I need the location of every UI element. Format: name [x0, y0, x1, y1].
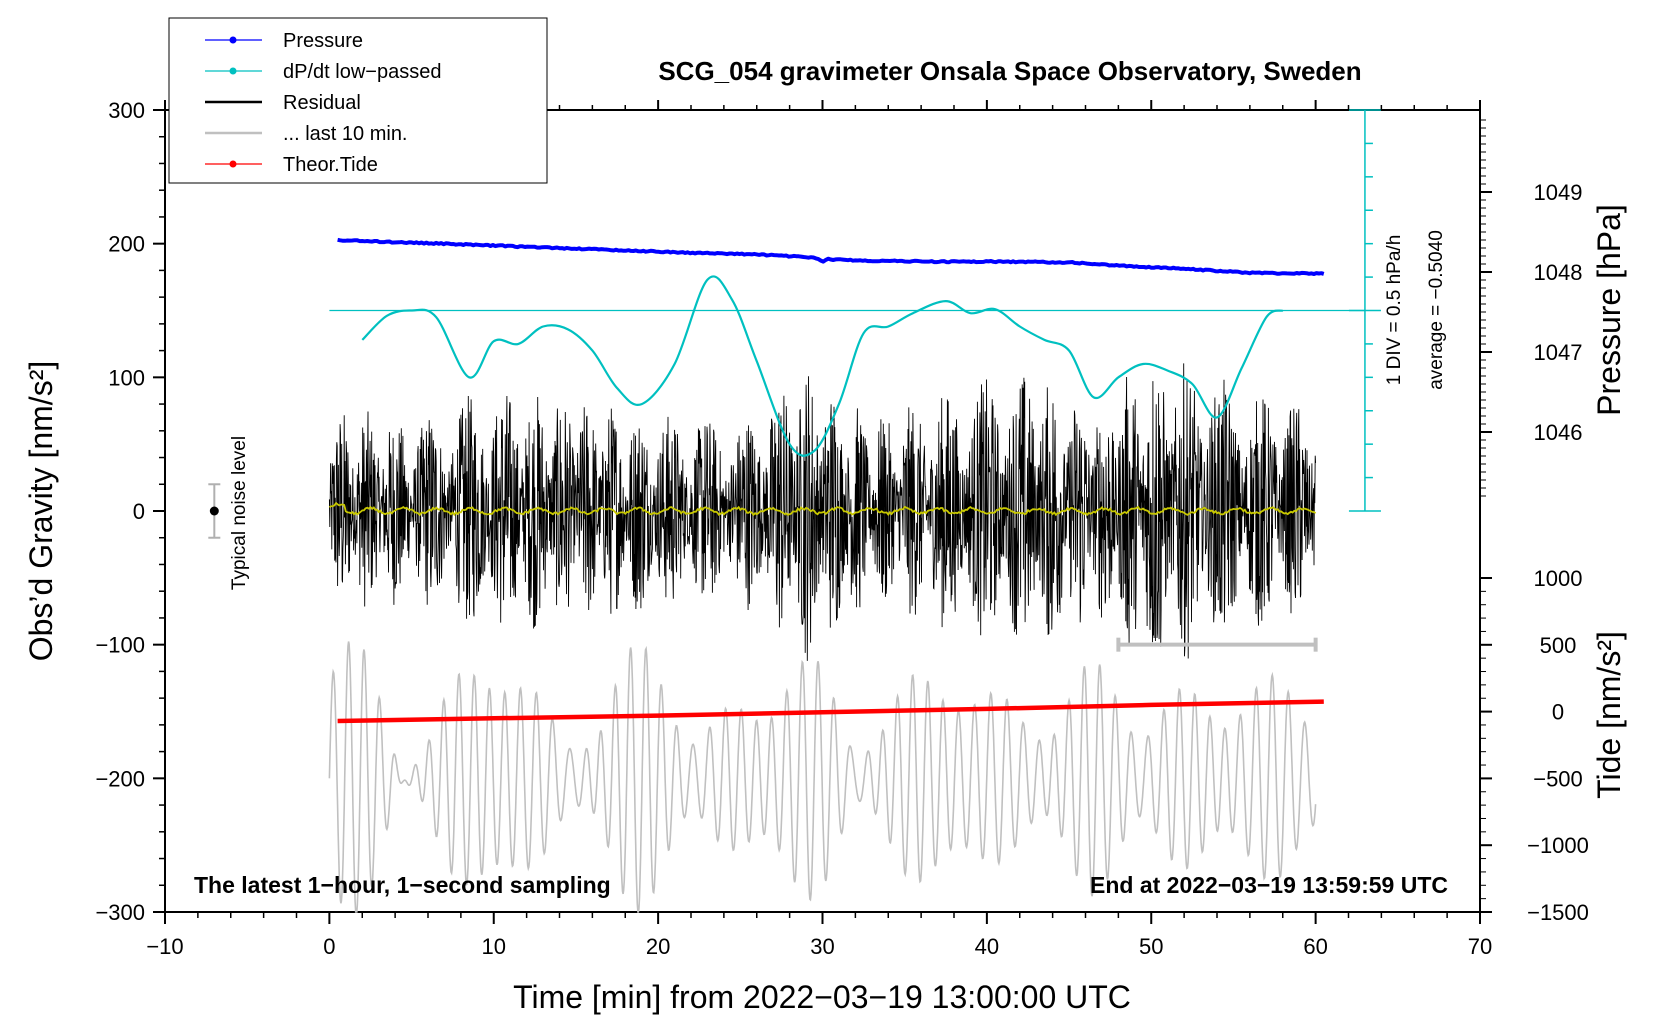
pressure-axis-title: Pressure [hPa]: [1591, 204, 1627, 416]
x-tick-label: 40: [975, 934, 999, 959]
legend-label: ... last 10 min.: [283, 123, 408, 145]
legend-swatch-marker: [229, 160, 237, 168]
x-axis-ticks: −10 0 10 20 30 40 50 60 70: [146, 100, 1492, 959]
note-left: The latest 1−hour, 1−second sampling: [194, 872, 611, 898]
legend-label: dP/dt low−passed: [283, 61, 441, 83]
residual-mean-line: [328, 501, 1317, 517]
legend-box: [168, 17, 548, 184]
left-axis-ticks: 300 200 100 0 −100 −200 −300: [95, 98, 165, 925]
legend-swatch-marker: [229, 67, 237, 75]
pressure-tick-label: 1047: [1534, 340, 1583, 365]
last-10-min-bar: [1116, 637, 1318, 652]
pressure-tick-label: 1049: [1534, 180, 1583, 205]
dpdt-series: [329, 275, 1365, 457]
tide-axis-ticks: 1000 500 0 −500 −1000 −1500: [1480, 566, 1589, 925]
x-tick-label: −10: [146, 934, 183, 959]
legend: Pressure dP/dt low−passed Residual ... last…: [168, 17, 548, 184]
y-tick-label: 100: [108, 365, 145, 390]
tide-axis-title: Tide [nm/s²]: [1591, 631, 1627, 799]
pressure-line: [337, 237, 1325, 276]
noise-level-dot: [209, 506, 219, 516]
legend-label: Residual: [283, 92, 361, 114]
last-10-min-series: [328, 641, 1317, 913]
legend-label: Pressure: [283, 30, 363, 52]
pressure-tick-label: 1048: [1534, 260, 1583, 285]
noise-level-label: Typical noise level: [229, 436, 250, 590]
note-right: End at 2022−03−19 13:59:59 UTC: [1090, 872, 1448, 898]
tide-tick-label: 1000: [1534, 566, 1583, 591]
x-tick-label: 30: [810, 934, 834, 959]
tide-tick-label: 500: [1540, 633, 1577, 658]
legend-swatch-marker: [229, 36, 237, 44]
y-tick-label: 0: [133, 499, 145, 524]
legend-label: Theor.Tide: [283, 154, 378, 176]
y-tick-label: −200: [95, 766, 145, 791]
x-tick-label: 60: [1303, 934, 1327, 959]
y-tick-label: 200: [108, 232, 145, 257]
x-axis-title: Time [min] from 2022−03−19 13:00:00 UTC: [513, 979, 1131, 1015]
y-tick-label: −100: [95, 633, 145, 658]
x-tick-label: 20: [646, 934, 670, 959]
pressure-series: [337, 237, 1325, 276]
residual-mean-series: [328, 501, 1317, 517]
tide-tick-label: −500: [1533, 766, 1583, 791]
theor-tide-line: [337, 699, 1324, 724]
noise-level-indicator: [208, 483, 221, 539]
residual-line: [328, 363, 1317, 661]
x-tick-label: 70: [1468, 934, 1492, 959]
tide-tick-label: 0: [1552, 700, 1564, 725]
x-tick-label: 10: [482, 934, 506, 959]
legend-entries: Pressure dP/dt low−passed Residual ... last…: [205, 30, 441, 176]
last-10-min-line: [328, 641, 1317, 913]
dpdt-scale-axis: [1348, 109, 1381, 512]
dp-dt-low-passed-line: [361, 275, 1284, 457]
tide-series: [337, 699, 1324, 724]
x-tick-label: 0: [323, 934, 335, 959]
left-axis-title: Obs’d Gravity [nm/s²]: [23, 361, 59, 662]
residual-series: [328, 363, 1317, 661]
chart-title: SCG_054 gravimeter Onsala Space Observat…: [658, 56, 1361, 86]
y-tick-label: 300: [108, 98, 145, 123]
pressure-tick-label: 1046: [1534, 420, 1583, 445]
tide-tick-label: −1500: [1527, 900, 1589, 925]
dpdt-average-label: average = −0.5040: [1426, 230, 1447, 390]
tide-tick-label: −1000: [1527, 833, 1589, 858]
x-tick-label: 50: [1139, 934, 1163, 959]
pressure-axis-ticks: 1049 1048 1047 1046: [1480, 119, 1583, 497]
y-tick-label: −300: [95, 900, 145, 925]
dpdt-scale-label: 1 DIV = 0.5 hPa/h: [1384, 235, 1405, 386]
